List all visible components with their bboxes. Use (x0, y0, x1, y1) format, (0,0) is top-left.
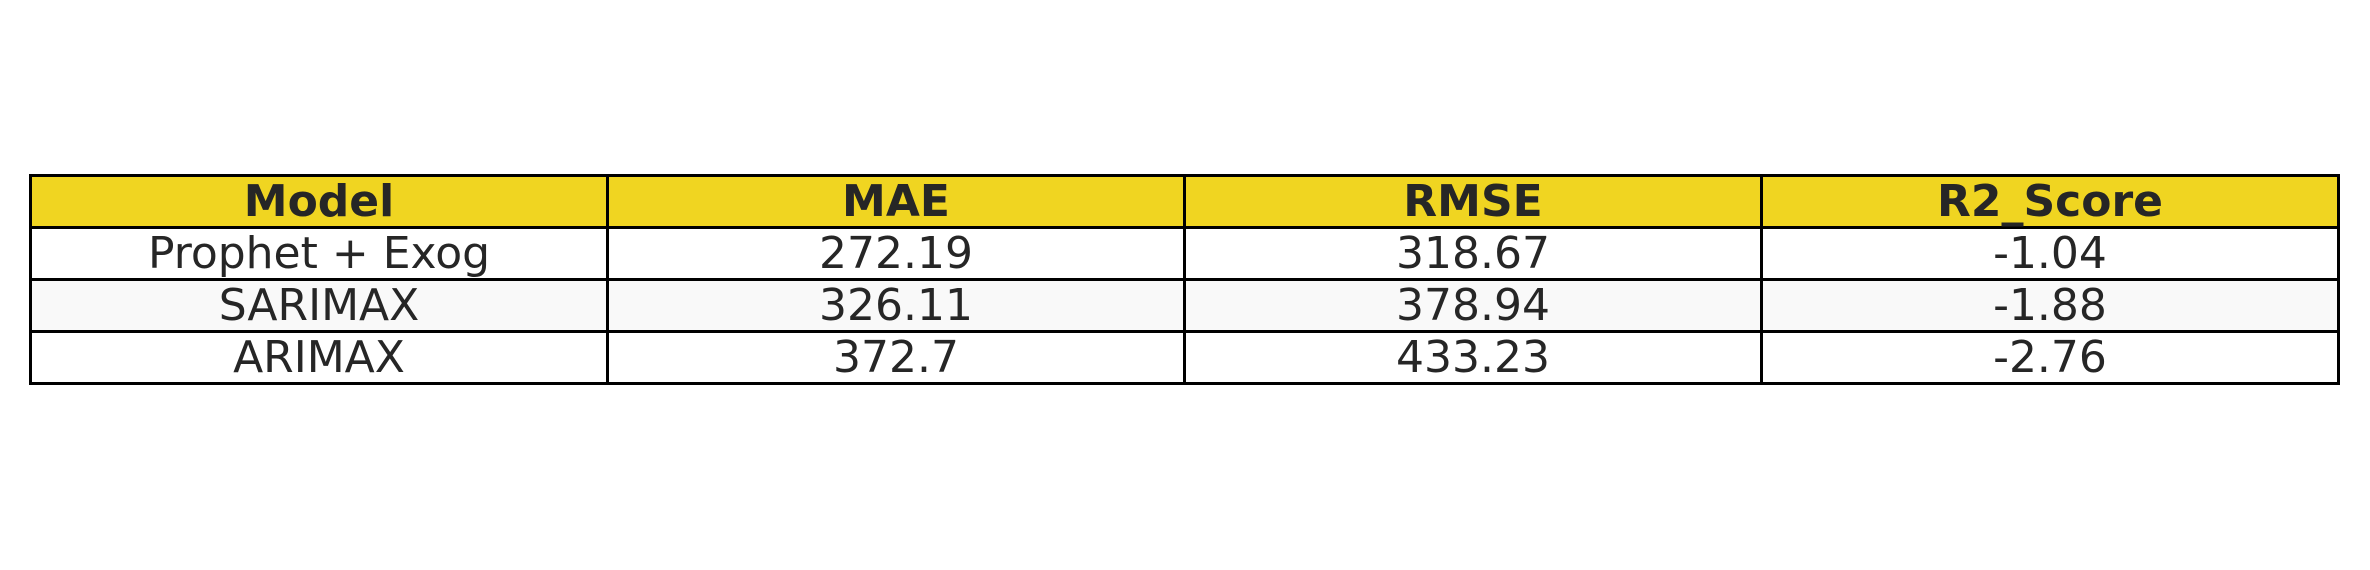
column-header-r2-score: R2_Score (1760, 174, 2340, 229)
table-row: SARIMAX 326.11 378.94 -1.88 (29, 278, 2340, 333)
table-header: Model MAE RMSE R2_Score (29, 174, 2340, 229)
header-row: Model MAE RMSE R2_Score (29, 174, 2340, 229)
metric-value-cell: -1.04 (1760, 226, 2340, 281)
model-name-cell: ARIMAX (29, 330, 609, 385)
column-header-model: Model (29, 174, 609, 229)
column-header-mae: MAE (606, 174, 1186, 229)
metric-value-cell: -2.76 (1760, 330, 2340, 385)
metric-value-cell: 326.11 (606, 278, 1186, 333)
table-row: ARIMAX 372.7 433.23 -2.76 (29, 330, 2340, 385)
metric-value-cell: 433.23 (1183, 330, 1763, 385)
metric-value-cell: -1.88 (1760, 278, 2340, 333)
table-body: Prophet + Exog 272.19 318.67 -1.04 SARIMAX 32… (29, 226, 2340, 385)
table-row: Prophet + Exog 272.19 318.67 -1.04 (29, 226, 2340, 281)
results-table: Model MAE RMSE R2_Score Prophet + Exog 272.1… (29, 174, 2340, 385)
metric-value-cell: 372.7 (606, 330, 1186, 385)
column-header-rmse: RMSE (1183, 174, 1763, 229)
metric-value-cell: 318.67 (1183, 226, 1763, 281)
model-name-cell: SARIMAX (29, 278, 609, 333)
metric-value-cell: 378.94 (1183, 278, 1763, 333)
model-name-cell: Prophet + Exog (29, 226, 609, 281)
metric-value-cell: 272.19 (606, 226, 1186, 281)
